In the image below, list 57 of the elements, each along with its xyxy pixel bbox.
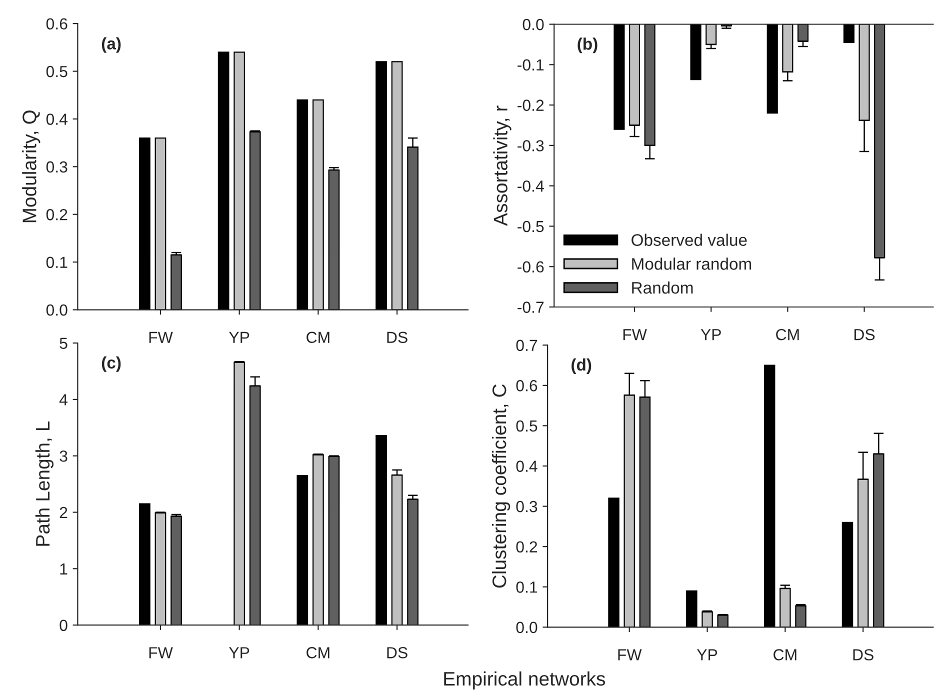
y-tick-label: -0.6 — [518, 261, 544, 273]
y-axis-title: Modularity, Q — [22, 110, 40, 222]
text: Empirical networks — [444, 671, 606, 690]
y-tick-label: -0.7 — [518, 302, 544, 313]
y-tick-label: 0.5 — [46, 66, 68, 78]
x-tick-label: DS — [854, 328, 875, 340]
y-tick-label: 4 — [59, 394, 68, 406]
y-tick-label: -0.5 — [518, 220, 544, 232]
legend-label: Random — [632, 281, 693, 294]
y-tick-label: 0.6 — [516, 380, 538, 392]
y-tick-label: 0.1 — [46, 256, 68, 268]
y-tick-label: 0.2 — [46, 209, 68, 220]
y-axis-title: Clustering coefficient, C — [492, 384, 510, 588]
y-tick-label: 0.4 — [46, 114, 68, 125]
annotation: (b) — [578, 38, 598, 54]
y-tick-label: -0.3 — [518, 140, 544, 152]
x-tick-label: CM — [774, 649, 796, 660]
x-tick-label: YP — [229, 647, 250, 658]
legend-label: Observed value — [632, 234, 747, 246]
x-tick-label: YP — [229, 332, 250, 343]
x-tick-label: CM — [306, 647, 330, 658]
y-axis-title: Assortativity, r — [493, 106, 512, 226]
y-tick-label: -0.2 — [518, 100, 544, 111]
x-tick-label: YP — [696, 649, 718, 660]
x-tick-label: CM — [306, 332, 330, 344]
y-tick-label: 0 — [60, 620, 68, 632]
y-tick-label: 0.7 — [516, 340, 538, 352]
y-axis-title: Path Length, L — [35, 421, 54, 546]
y-tick-label: -0.4 — [518, 180, 544, 192]
y-tick-label: 3 — [60, 450, 68, 462]
x-tick-label: CM — [776, 328, 799, 340]
y-tick-label: 0.5 — [516, 420, 538, 432]
y-tick-label: 0.0 — [46, 304, 68, 316]
y-tick-label: 0.0 — [516, 622, 538, 634]
y-tick-label: 0.6 — [46, 18, 68, 30]
x-tick-label: DS — [853, 649, 874, 660]
y-tick-label: 0.0 — [522, 18, 544, 30]
x-tick-label: YP — [700, 329, 721, 340]
x-tick-label: FW — [618, 649, 642, 660]
y-tick-label: 0.4 — [516, 460, 538, 472]
x-tick-label: FW — [149, 332, 173, 343]
x-tick-label: DS — [387, 647, 408, 658]
y-tick-label: 5 — [60, 338, 68, 349]
y-tick-label: 1 — [60, 563, 68, 574]
legend-label: Modular random — [632, 258, 752, 270]
y-tick-label: 2 — [60, 506, 68, 518]
annotation: (c) — [102, 356, 121, 372]
x-tick-label: FW — [623, 329, 647, 340]
y-tick-label: -0.1 — [518, 59, 544, 71]
x-tick-label: FW — [149, 647, 173, 658]
y-tick-label: 0.3 — [516, 500, 538, 512]
x-tick-label: DS — [387, 332, 408, 344]
y-tick-label: 0.3 — [46, 161, 68, 173]
annotation: (d) — [572, 358, 592, 374]
y-tick-label: 0.1 — [516, 582, 538, 593]
y-tick-label: 0.2 — [516, 541, 538, 553]
annotation: (a) — [102, 37, 121, 53]
